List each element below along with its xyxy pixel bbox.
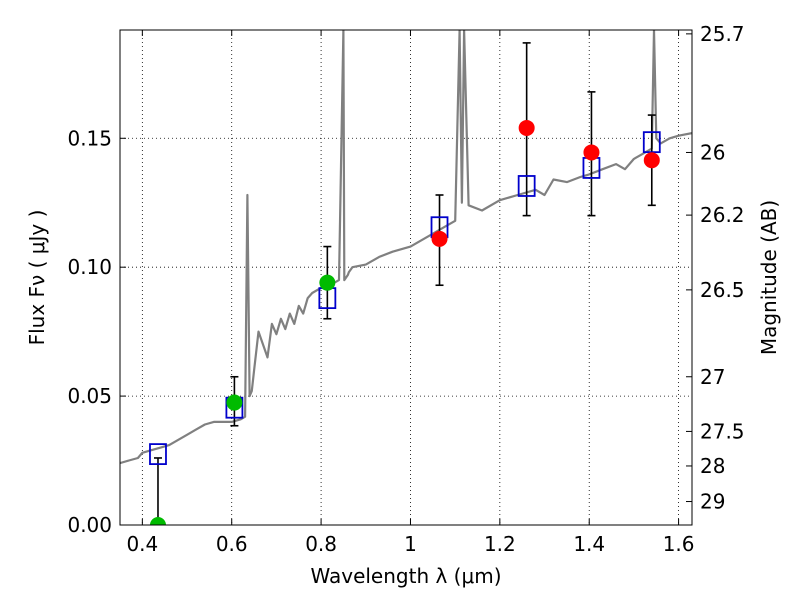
mag-tick-label: 25.7 xyxy=(700,22,745,46)
plot-frame xyxy=(119,29,693,526)
mag-tick-label: 26.5 xyxy=(700,278,745,302)
y-tick-label: 0.10 xyxy=(67,255,112,279)
model-photometry-square xyxy=(149,443,167,466)
x-tick-label: 1 xyxy=(404,532,417,556)
observed-point xyxy=(583,144,600,161)
mag-tick-label: 26 xyxy=(700,140,725,164)
mag-tick-label: 28 xyxy=(700,454,725,478)
upper-limit-point xyxy=(149,517,166,525)
model-spectrum-line xyxy=(120,30,692,465)
model-spectrum-layer xyxy=(120,30,692,465)
model-photometry-square xyxy=(517,175,536,197)
y-tick-label: 0.15 xyxy=(67,126,112,150)
model-photometry-square xyxy=(642,131,661,154)
upper-limit-point xyxy=(319,274,336,291)
upper-limit-point xyxy=(226,394,243,411)
x-tick-label: 1.2 xyxy=(484,532,516,556)
observed-points-layer xyxy=(149,119,660,525)
mag-tick-label: 27 xyxy=(700,365,725,389)
mag-tick-label: 27.5 xyxy=(700,419,745,443)
x-tick-label: 1.6 xyxy=(663,532,695,556)
right-axis-label: Magnitude (AB) xyxy=(757,200,781,355)
observed-point xyxy=(518,119,535,136)
observed-point xyxy=(431,230,448,247)
model-photometry-layer xyxy=(149,131,661,466)
y-axis-label: Flux Fν ( μJy ) xyxy=(25,210,49,346)
x-tick-label: 1.4 xyxy=(573,532,605,556)
mag-tick-label: 29 xyxy=(700,490,725,514)
x-tick-label: 0.8 xyxy=(305,532,337,556)
x-axis-label: Wavelength λ (μm) xyxy=(310,564,501,588)
errorbar-layer xyxy=(153,42,656,525)
y-tick-label: 0.00 xyxy=(67,513,112,537)
y-tick-label: 0.05 xyxy=(67,384,112,408)
x-tick-label: 0.6 xyxy=(216,532,248,556)
x-tick-label: 0.4 xyxy=(126,532,158,556)
grid xyxy=(120,30,692,525)
ticks-layer: 0.4 0.6 0.8 1 1.2 1.4 1.6 0.00 0.05 0.10 0.15 25.7 2… xyxy=(67,22,744,556)
observed-point xyxy=(643,152,660,169)
mag-tick-label: 26.2 xyxy=(700,203,745,227)
